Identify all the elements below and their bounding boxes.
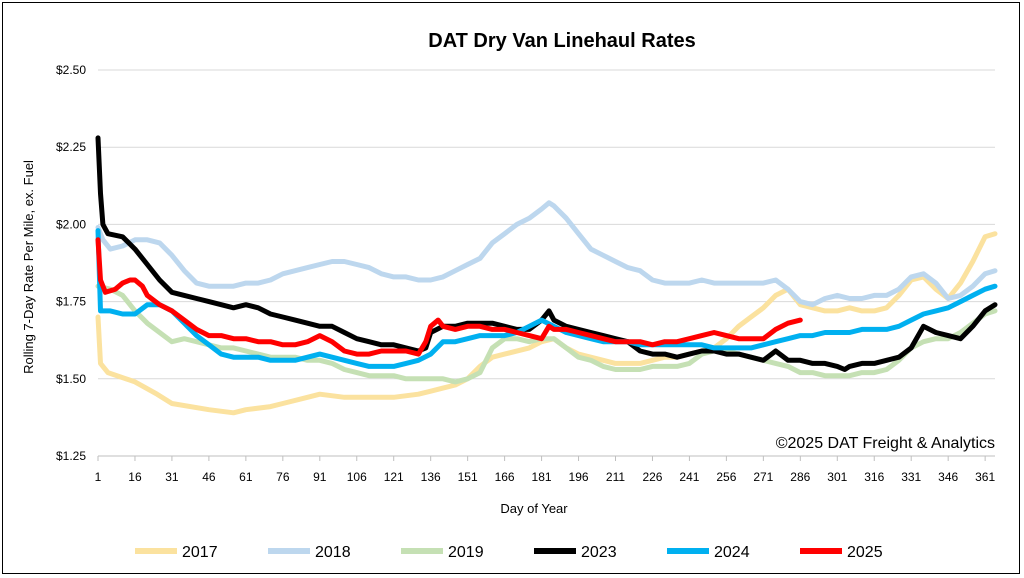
x-tick-label: 151 xyxy=(458,470,478,484)
x-tick-label: 181 xyxy=(532,470,552,484)
x-tick-label: 211 xyxy=(606,470,625,484)
y-tick-label: $2.00 xyxy=(56,217,86,231)
x-tick-label: 166 xyxy=(495,470,515,484)
x-tick-label: 226 xyxy=(642,470,662,484)
x-tick-label: 106 xyxy=(347,470,367,484)
x-tick-label: 316 xyxy=(864,470,884,484)
x-tick-label: 31 xyxy=(165,470,179,484)
legend: 2017 2018 2019 2023 2024 2025 xyxy=(135,544,883,561)
series-line-2017 xyxy=(95,231,998,416)
series-line-2019 xyxy=(95,283,998,385)
copyright-annotation: ©2025 DAT Freight & Analytics xyxy=(776,435,995,452)
x-tick-label: 1 xyxy=(95,470,102,484)
x-tick-label: 196 xyxy=(569,470,589,484)
x-tick-label: 256 xyxy=(716,470,736,484)
x-tick-label: 241 xyxy=(679,470,699,484)
series-line-2024 xyxy=(95,228,998,369)
x-tick-label: 16 xyxy=(128,470,142,484)
x-tick-label: 61 xyxy=(239,470,253,484)
x-tick-label: 286 xyxy=(790,470,810,484)
y-axis-label: Rolling 7-Day Rate Per Mile, ex. Fuel xyxy=(21,160,36,374)
x-tick-label: 331 xyxy=(901,470,921,484)
y-tick-label: $1.50 xyxy=(56,372,86,386)
legend-label-2019: 2019 xyxy=(448,544,484,561)
legend-label-2024: 2024 xyxy=(714,544,750,561)
legend-label-2018: 2018 xyxy=(315,544,351,561)
x-tick-label: 361 xyxy=(975,470,995,484)
series-lines xyxy=(95,135,998,416)
x-tick-label: 121 xyxy=(384,470,404,484)
x-tick-label: 346 xyxy=(938,470,958,484)
y-axis: $1.25 $1.50 $1.75 $2.00 $2.25 $2.50 xyxy=(56,63,86,463)
y-tick-label: $1.75 xyxy=(56,295,86,309)
legend-label-2025: 2025 xyxy=(847,544,883,561)
gridlines xyxy=(98,69,995,380)
x-tick-label: 136 xyxy=(421,470,441,484)
x-tick-label: 46 xyxy=(202,470,216,484)
chart-title: DAT Dry Van Linehaul Rates xyxy=(428,30,695,52)
x-axis: 1 16 31 46 61 76 91 106 121 136 151 166 181 196 211 226… xyxy=(95,455,995,484)
x-axis-label: Day of Year xyxy=(500,501,568,516)
y-tick-label: $1.25 xyxy=(56,449,86,463)
series-line-2025 xyxy=(95,237,803,357)
x-tick-label: 271 xyxy=(753,470,773,484)
x-tick-label: 76 xyxy=(276,470,290,484)
series-line-2018 xyxy=(95,200,998,308)
y-tick-label: $2.50 xyxy=(56,63,86,77)
y-tick-label: $2.25 xyxy=(56,140,86,154)
x-tick-label: 91 xyxy=(313,470,327,484)
legend-label-2023: 2023 xyxy=(581,544,617,561)
legend-label-2017: 2017 xyxy=(182,544,218,561)
x-tick-label: 301 xyxy=(827,470,847,484)
